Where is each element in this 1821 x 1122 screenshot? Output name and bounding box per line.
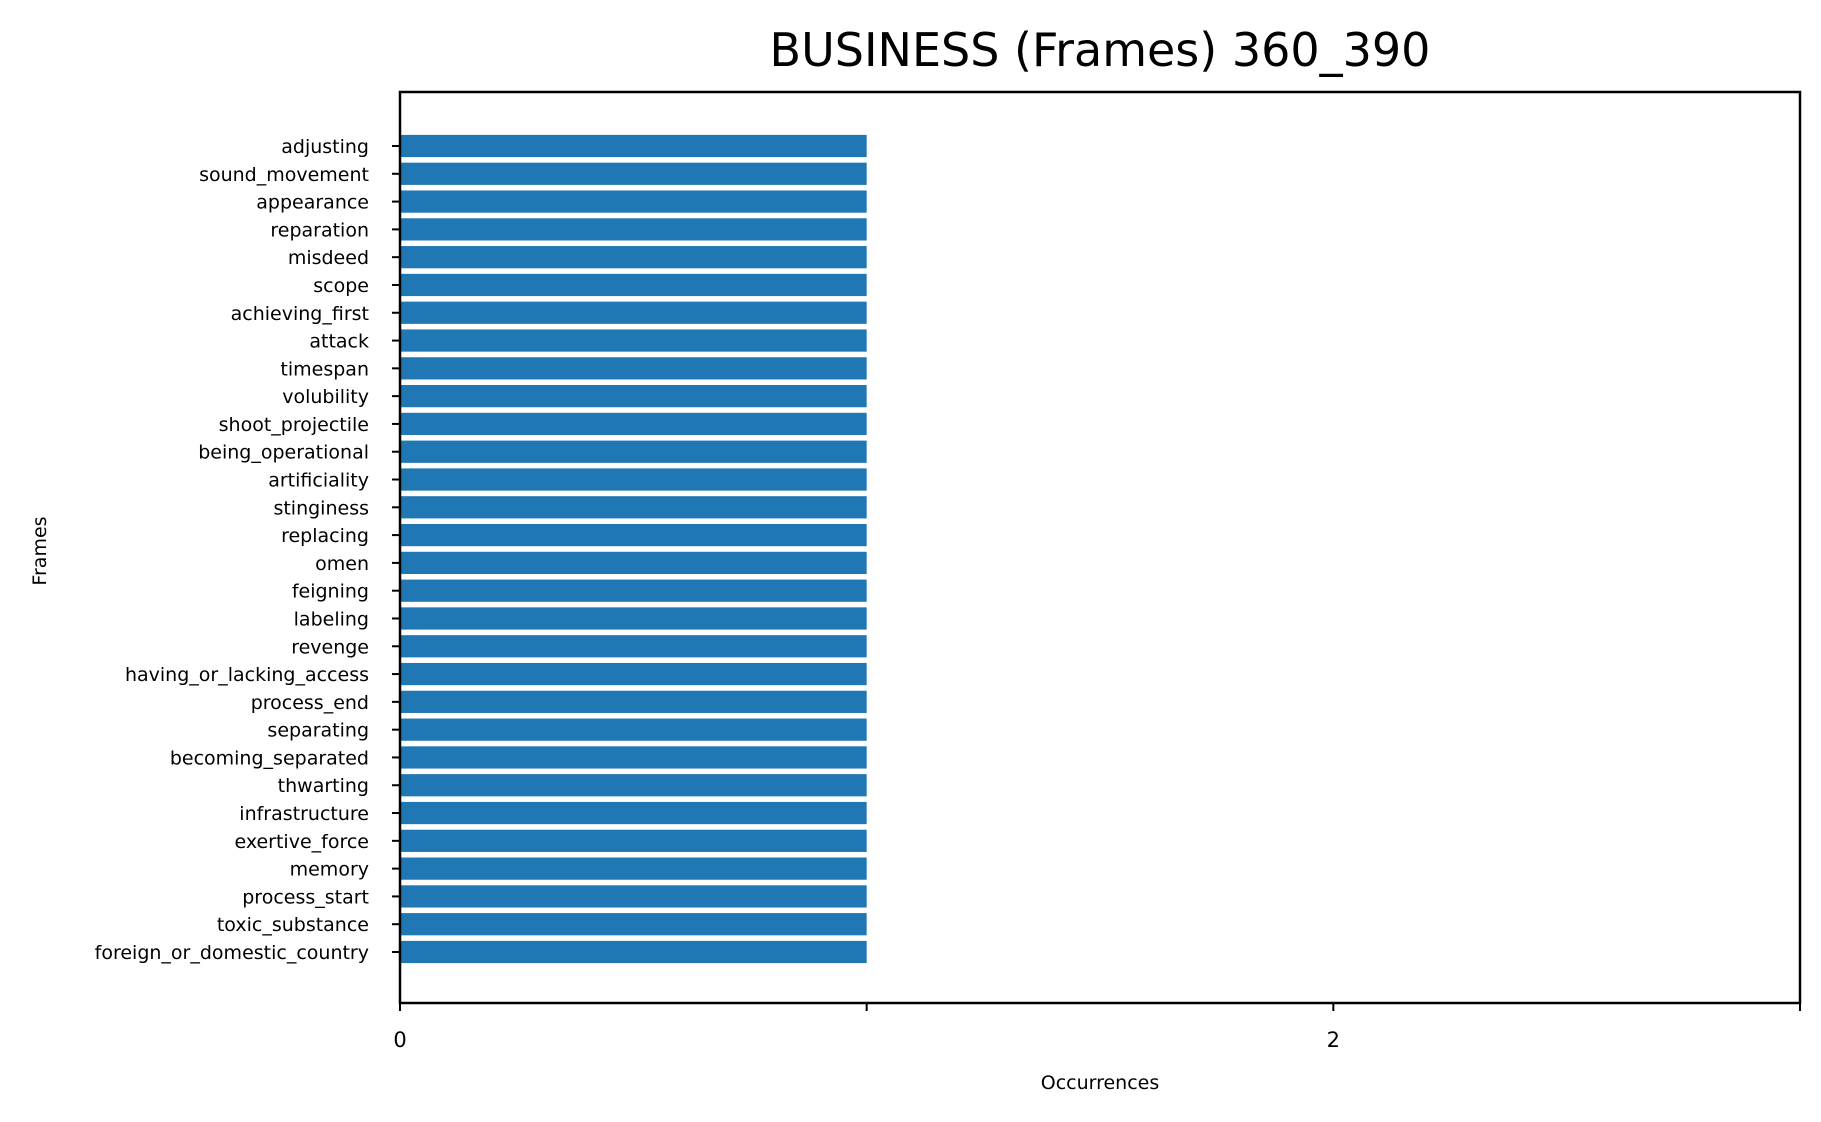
y-tick-label: stinginess	[273, 497, 369, 519]
y-tick-label: labeling	[294, 608, 369, 630]
bar-omen	[400, 551, 867, 575]
bar-process-end	[400, 690, 867, 713]
bar-achieving-first	[400, 301, 867, 324]
y-tick-label: replacing	[281, 525, 369, 547]
y-tick-label: having_or_lacking_access	[125, 664, 369, 686]
bar-sound-movement	[400, 162, 867, 185]
y-tick-label: achieving_first	[231, 303, 369, 325]
bar-volubility	[400, 385, 867, 408]
y-tick-label: reparation	[270, 219, 369, 241]
bar-toxic-substance	[400, 913, 867, 936]
bar-being-operational	[400, 440, 867, 463]
y-tick-label: timespan	[280, 358, 369, 380]
y-tick-label: artificiality	[268, 470, 369, 492]
bar-infrastructure	[400, 801, 867, 825]
y-tick-label: revenge	[291, 636, 369, 658]
bar-exertive-force	[400, 829, 867, 852]
chart-title: BUSINESS (Frames) 360_390	[770, 23, 1431, 77]
y-tick-label: feigning	[292, 581, 369, 603]
bar-misdeed	[400, 246, 867, 269]
x-tick-label: 0	[393, 1028, 406, 1052]
y-tick-label: scope	[313, 275, 369, 297]
bar-shoot-projectile	[400, 412, 867, 436]
y-tick-label: infrastructure	[239, 803, 369, 825]
bar-memory	[400, 857, 867, 880]
y-tick-label: omen	[315, 553, 369, 575]
y-tick-label: becoming_separated	[170, 747, 369, 769]
bar-having-or-lacking-access	[400, 662, 867, 686]
bar-foreign-or-domestic-country	[400, 940, 867, 964]
bar-stinginess	[400, 496, 867, 519]
y-tick-label: thwarting	[278, 775, 369, 797]
y-tick-label: sound_movement	[199, 164, 369, 186]
bar-appearance	[400, 190, 867, 213]
bar-replacing	[400, 523, 867, 547]
plot-area-frame	[398, 90, 1802, 1005]
y-tick-label: being_operational	[198, 442, 369, 464]
x-axis-label: Occurrences	[1041, 1072, 1160, 1094]
bar-artificiality	[400, 468, 867, 491]
y-ticks-layer: adjusting sound_movement appearance reparat…	[95, 136, 400, 964]
bar-revenge	[400, 635, 867, 658]
y-tick-label: process_end	[251, 692, 369, 714]
bar-separating	[400, 718, 867, 741]
y-tick-label: adjusting	[281, 136, 369, 158]
y-tick-label: process_start	[242, 886, 369, 908]
y-tick-label: exertive_force	[234, 831, 369, 853]
y-tick-label: foreign_or_domestic_country	[95, 942, 369, 964]
x-tick-label: 2	[1327, 1028, 1340, 1052]
bar-reparation	[400, 218, 867, 241]
y-tick-label: attack	[309, 331, 369, 353]
y-tick-label: volubility	[282, 386, 369, 408]
bar-thwarting	[400, 774, 867, 797]
y-tick-label: memory	[290, 859, 369, 881]
bar-scope	[400, 273, 867, 297]
y-tick-label: shoot_projectile	[219, 414, 369, 436]
y-axis-label: Frames	[29, 516, 51, 585]
bar-adjusting	[400, 134, 867, 158]
y-tick-label: separating	[267, 720, 369, 742]
bar-becoming-separated	[400, 746, 867, 769]
y-tick-label: misdeed	[288, 247, 369, 269]
bar-labeling	[400, 607, 867, 630]
bar-process-start	[400, 885, 867, 908]
bars-layer	[400, 134, 867, 964]
bar-attack	[400, 329, 867, 352]
y-tick-label: appearance	[256, 192, 369, 214]
y-tick-label: toxic_substance	[217, 914, 369, 936]
bar-timespan	[400, 357, 867, 380]
bar-feigning	[400, 579, 867, 602]
